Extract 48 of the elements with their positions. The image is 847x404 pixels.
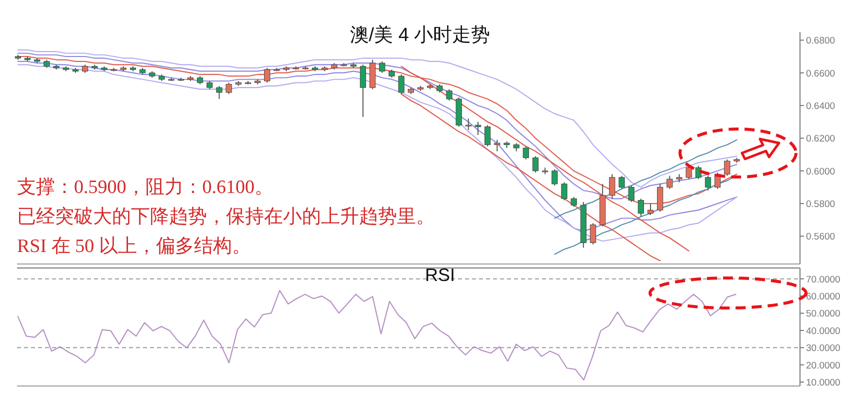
candlestick [532,156,539,174]
y-tick-label: 0.5800 [806,199,836,210]
candlestick [494,139,500,152]
line-series [554,139,738,219]
candlestick [570,196,577,208]
y-tick-label: 20.0000 [806,360,840,372]
candlestick [552,168,558,186]
y-tick-label: 10.0000 [806,378,840,389]
line-series [17,290,736,381]
y-tick-label: 60.0000 [806,292,840,303]
candlestick [474,121,482,136]
line-series [554,175,738,255]
candlestick [657,183,664,212]
annotation: 支撑：0.5900，阻力：0.6100。 [17,177,274,198]
y-tick-label: 0.5600 [806,232,836,243]
candlestick [561,182,568,201]
y-tick-label: 50.0000 [806,308,840,320]
candlestick [647,203,654,216]
candlestick [465,118,472,131]
y-tick-label: 0.6800 [806,36,836,47]
candlestick [216,85,222,100]
candlestick [609,174,616,200]
annotation: 已经突破大的下降趋势，保持在小的上升趋势里。 [17,206,435,228]
candlestick [522,146,529,160]
y-tick-label: 30.0000 [806,343,840,354]
annotation: RSI 在 50 以上，偏多结构。 [17,236,251,257]
y-tick-label: 40.0000 [806,326,840,337]
candlestick [666,175,673,190]
candlestick [590,222,596,245]
candlestick [628,185,634,202]
candlestick [226,82,232,95]
candlestick [484,124,491,147]
y-tick-label: 0.6600 [806,68,836,80]
y-tick-label: 0.6400 [806,101,836,112]
chart-title: 澳/美 4 小时走势 [350,24,490,46]
candlestick [264,67,270,84]
candlestick [398,74,404,95]
candlestick [618,175,625,190]
candlestick [446,88,452,102]
y-tick-label: 70.0000 [806,274,840,286]
chart-title: RSI [424,265,456,285]
candlestick [360,64,366,118]
y-tick-label: 0.6000 [806,166,836,178]
candlestick [704,175,712,191]
candlestick [379,60,386,74]
candlestick [724,158,730,176]
y-tick-label: 0.6200 [806,134,836,145]
candlestick [638,198,644,218]
